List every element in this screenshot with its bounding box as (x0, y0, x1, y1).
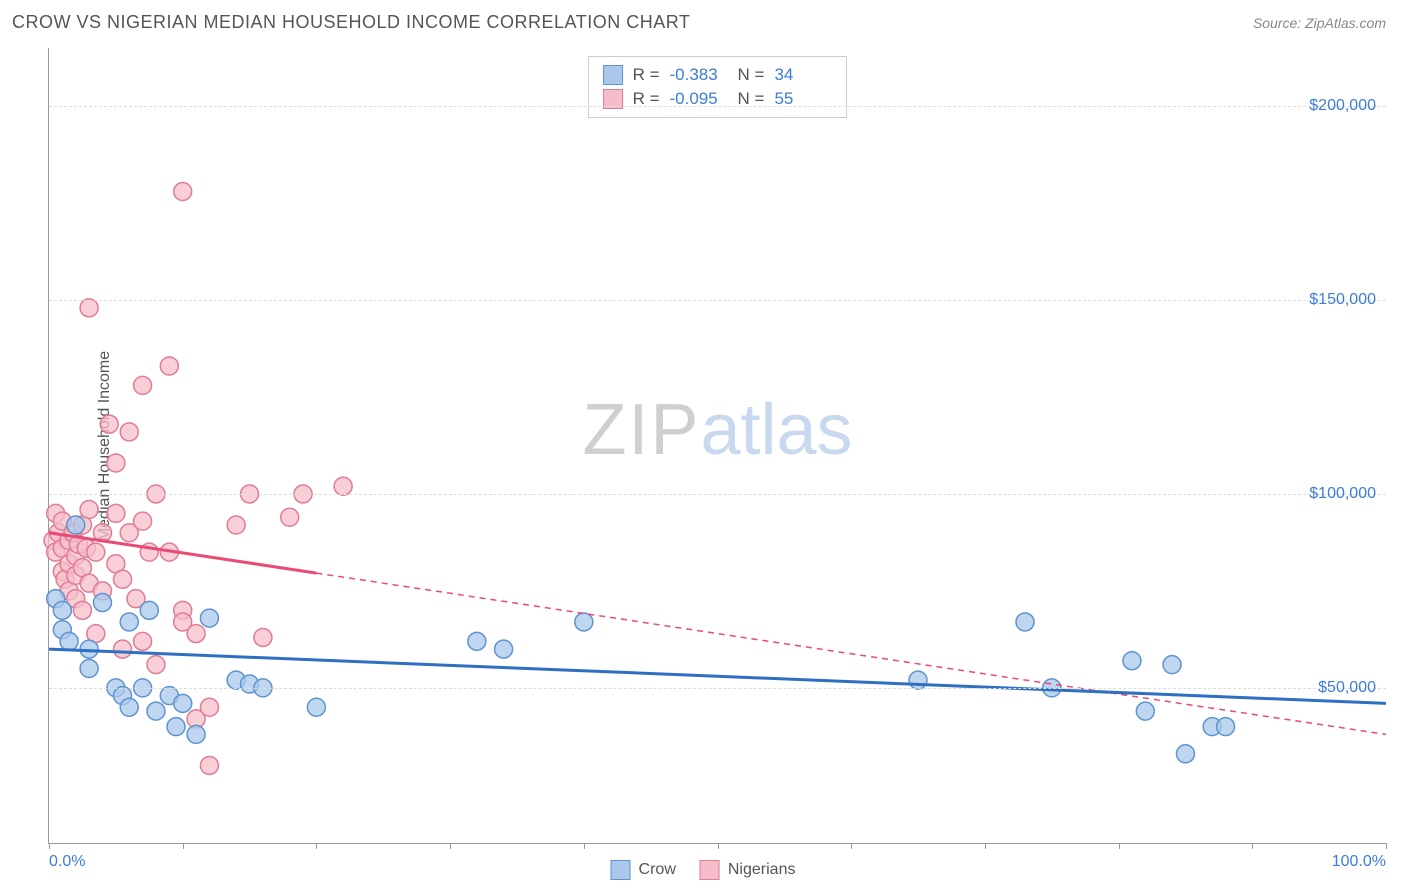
data-point (93, 594, 111, 612)
data-point (120, 698, 138, 716)
data-point (1176, 745, 1194, 763)
chart-header: CROW VS NIGERIAN MEDIAN HOUSEHOLD INCOME… (0, 0, 1406, 41)
chart-source: Source: ZipAtlas.com (1253, 15, 1386, 31)
data-point (107, 454, 125, 472)
data-point (114, 640, 132, 658)
x-tick (851, 843, 852, 849)
legend-crow-label: Crow (639, 861, 676, 879)
x-tick-label-left: 0.0% (49, 853, 85, 871)
data-point (147, 656, 165, 674)
chart-title: CROW VS NIGERIAN MEDIAN HOUSEHOLD INCOME… (12, 12, 690, 33)
x-tick (718, 843, 719, 849)
data-point (909, 671, 927, 689)
data-point (1016, 613, 1034, 631)
data-point (114, 570, 132, 588)
data-point (87, 543, 105, 561)
series-legend: Crow Nigerians (611, 860, 796, 880)
data-point (1136, 702, 1154, 720)
x-tick (316, 843, 317, 849)
x-tick (450, 843, 451, 849)
data-point (174, 694, 192, 712)
data-point (80, 659, 98, 677)
data-point (254, 628, 272, 646)
data-point (334, 477, 352, 495)
grid-line (49, 494, 1386, 495)
data-point (495, 640, 513, 658)
data-point (53, 601, 71, 619)
data-point (468, 632, 486, 650)
data-point (187, 725, 205, 743)
plot-svg (49, 48, 1386, 843)
data-point (281, 508, 299, 526)
data-point (80, 500, 98, 518)
y-tick-label: $200,000 (1309, 97, 1376, 115)
data-point (120, 613, 138, 631)
grid-line (49, 688, 1386, 689)
x-tick (985, 843, 986, 849)
data-point (200, 609, 218, 627)
x-tick (1386, 843, 1387, 849)
swatch-nigerians-icon (700, 860, 720, 880)
data-point (174, 182, 192, 200)
data-point (575, 613, 593, 631)
data-point (60, 632, 78, 650)
legend-item-crow: Crow (611, 860, 676, 880)
legend-nigerians-label: Nigerians (728, 861, 796, 879)
x-tick (49, 843, 50, 849)
x-tick (1252, 843, 1253, 849)
x-tick-label-right: 100.0% (1332, 853, 1386, 871)
data-point (167, 718, 185, 736)
data-point (1163, 656, 1181, 674)
y-tick-label: $150,000 (1309, 291, 1376, 309)
data-point (187, 625, 205, 643)
y-tick-label: $50,000 (1318, 679, 1376, 697)
chart-plot-area: ZIPatlas R = -0.383 N = 34 R = -0.095 N … (48, 48, 1386, 844)
grid-line (49, 300, 1386, 301)
y-tick-label: $100,000 (1309, 485, 1376, 503)
data-point (134, 376, 152, 394)
data-point (307, 698, 325, 716)
grid-line (49, 106, 1386, 107)
swatch-crow-icon (611, 860, 631, 880)
data-point (107, 504, 125, 522)
data-point (160, 357, 178, 375)
x-tick (1119, 843, 1120, 849)
data-point (200, 698, 218, 716)
data-point (200, 756, 218, 774)
data-point (227, 516, 245, 534)
data-point (140, 601, 158, 619)
data-point (73, 601, 91, 619)
data-point (80, 299, 98, 317)
data-point (1123, 652, 1141, 670)
legend-item-nigerians: Nigerians (700, 860, 796, 880)
data-point (67, 516, 85, 534)
x-tick (584, 843, 585, 849)
data-point (120, 423, 138, 441)
data-point (134, 512, 152, 530)
data-point (147, 702, 165, 720)
data-point (1217, 718, 1235, 736)
data-point (100, 415, 118, 433)
x-tick (183, 843, 184, 849)
data-point (134, 632, 152, 650)
trend-line-dashed (316, 573, 1386, 734)
